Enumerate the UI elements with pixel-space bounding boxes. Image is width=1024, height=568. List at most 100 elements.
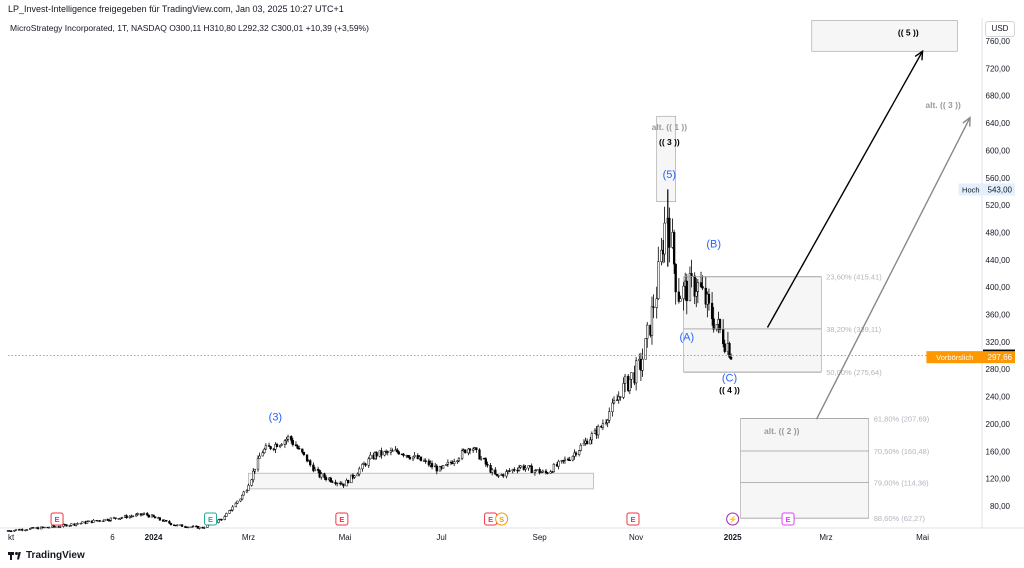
candle-body [54, 526, 57, 528]
y-tick-label: 200,00 [986, 420, 1011, 429]
x-tick-label: Mrz [819, 533, 832, 542]
candle-body [76, 523, 79, 525]
candle-body [438, 466, 442, 472]
candle-body [74, 523, 78, 526]
candle-body [641, 358, 644, 371]
candle-body [574, 452, 578, 455]
event-marker-label: E [488, 515, 493, 524]
candle-body [10, 530, 13, 533]
candle-body [291, 440, 294, 446]
price-tag-value: 543,00 [988, 185, 1013, 194]
candle-body [256, 458, 260, 470]
candle-body [225, 513, 228, 517]
candle-body [294, 444, 298, 447]
tradingview-brand: TradingView [26, 550, 85, 561]
candle-body [657, 261, 660, 299]
candle-body [489, 465, 492, 473]
candle-body [546, 472, 549, 474]
candle-body [430, 463, 434, 468]
candle-body [350, 474, 353, 484]
candle-body [419, 456, 423, 462]
candle-body [396, 449, 399, 453]
candle-body [285, 438, 288, 442]
event-marker-label: ⚡ [728, 515, 737, 524]
candle-body [79, 522, 82, 525]
candle-body [261, 452, 264, 457]
candle-body [497, 475, 500, 477]
candle-body [460, 450, 464, 459]
x-tick-label: Mai [339, 533, 352, 542]
candle-body [253, 468, 256, 472]
y-tick-label: 400,00 [986, 283, 1011, 292]
fib-level-label: 70,50% (160,48) [874, 447, 930, 456]
candle-body [540, 471, 543, 474]
wave-label: alt. (( 3 )) [925, 100, 961, 110]
candle-body [297, 448, 301, 450]
candle-body [579, 444, 582, 451]
candle-body [456, 460, 459, 462]
candle-body [114, 517, 117, 519]
candle-body [668, 217, 671, 248]
candle-body [722, 329, 725, 345]
y-tick-label: 320,00 [986, 338, 1011, 347]
candle-body [568, 459, 571, 462]
wave-label: (B) [706, 239, 721, 251]
wave-label: (( 3 )) [659, 137, 680, 147]
candle-body [413, 455, 416, 458]
candle-body [180, 524, 184, 527]
price-tag-label-box [926, 351, 983, 364]
candle-body [263, 448, 266, 454]
tradingview-footer[interactable]: TradingView [8, 550, 85, 561]
candle-body [252, 470, 255, 481]
candle-body [693, 275, 696, 297]
wave-label: alt. (( 1 )) [652, 122, 688, 132]
candle-body [718, 319, 722, 330]
candle-body [25, 529, 29, 531]
event-marker-label: S [499, 515, 504, 524]
candle-body [478, 449, 481, 460]
currency-button[interactable]: USD [985, 21, 1015, 37]
candle-body [513, 469, 516, 471]
y-tick-label: 480,00 [986, 228, 1011, 237]
candle-body [59, 526, 62, 528]
candle-body [479, 457, 483, 460]
candle-body [468, 448, 472, 451]
projection-arrow-head [962, 116, 971, 127]
candle-body [383, 451, 386, 456]
attribution-text: LP_Invest-Intelligence freigegeben für T… [8, 4, 344, 14]
candle-body [533, 470, 537, 474]
candle-body [527, 465, 530, 469]
candle-body [524, 467, 527, 470]
event-marker-label: E [630, 515, 635, 524]
candle-body [495, 474, 499, 476]
candle-body [323, 473, 326, 478]
fib-level-label: 79,00% (114,36) [874, 479, 929, 488]
fib-level-label: 61,80% (207,69) [874, 415, 930, 424]
x-tick-label: Mai [916, 533, 929, 542]
candle-body [275, 444, 279, 448]
candle-body [92, 519, 95, 523]
candle-body [623, 375, 627, 384]
candle-body [367, 458, 370, 466]
candle-body [313, 468, 317, 472]
candle-body [563, 458, 567, 461]
candle-body [467, 448, 470, 454]
candle-body [234, 502, 237, 508]
candle-body [191, 525, 195, 528]
candle-body [131, 515, 135, 518]
candle-body [491, 469, 494, 473]
y-tick-label: 640,00 [986, 119, 1011, 128]
candle-body [601, 423, 605, 428]
candle-body [136, 513, 139, 515]
y-tick-label: 160,00 [986, 447, 1011, 456]
candle-body [441, 465, 445, 469]
candle-body [286, 436, 290, 440]
candle-body [269, 446, 272, 450]
candle-body [68, 525, 71, 527]
candle-body [604, 422, 608, 424]
candle-body [590, 433, 593, 441]
candle-body [519, 465, 522, 468]
candle-body [682, 285, 685, 299]
candle-body [120, 517, 124, 519]
